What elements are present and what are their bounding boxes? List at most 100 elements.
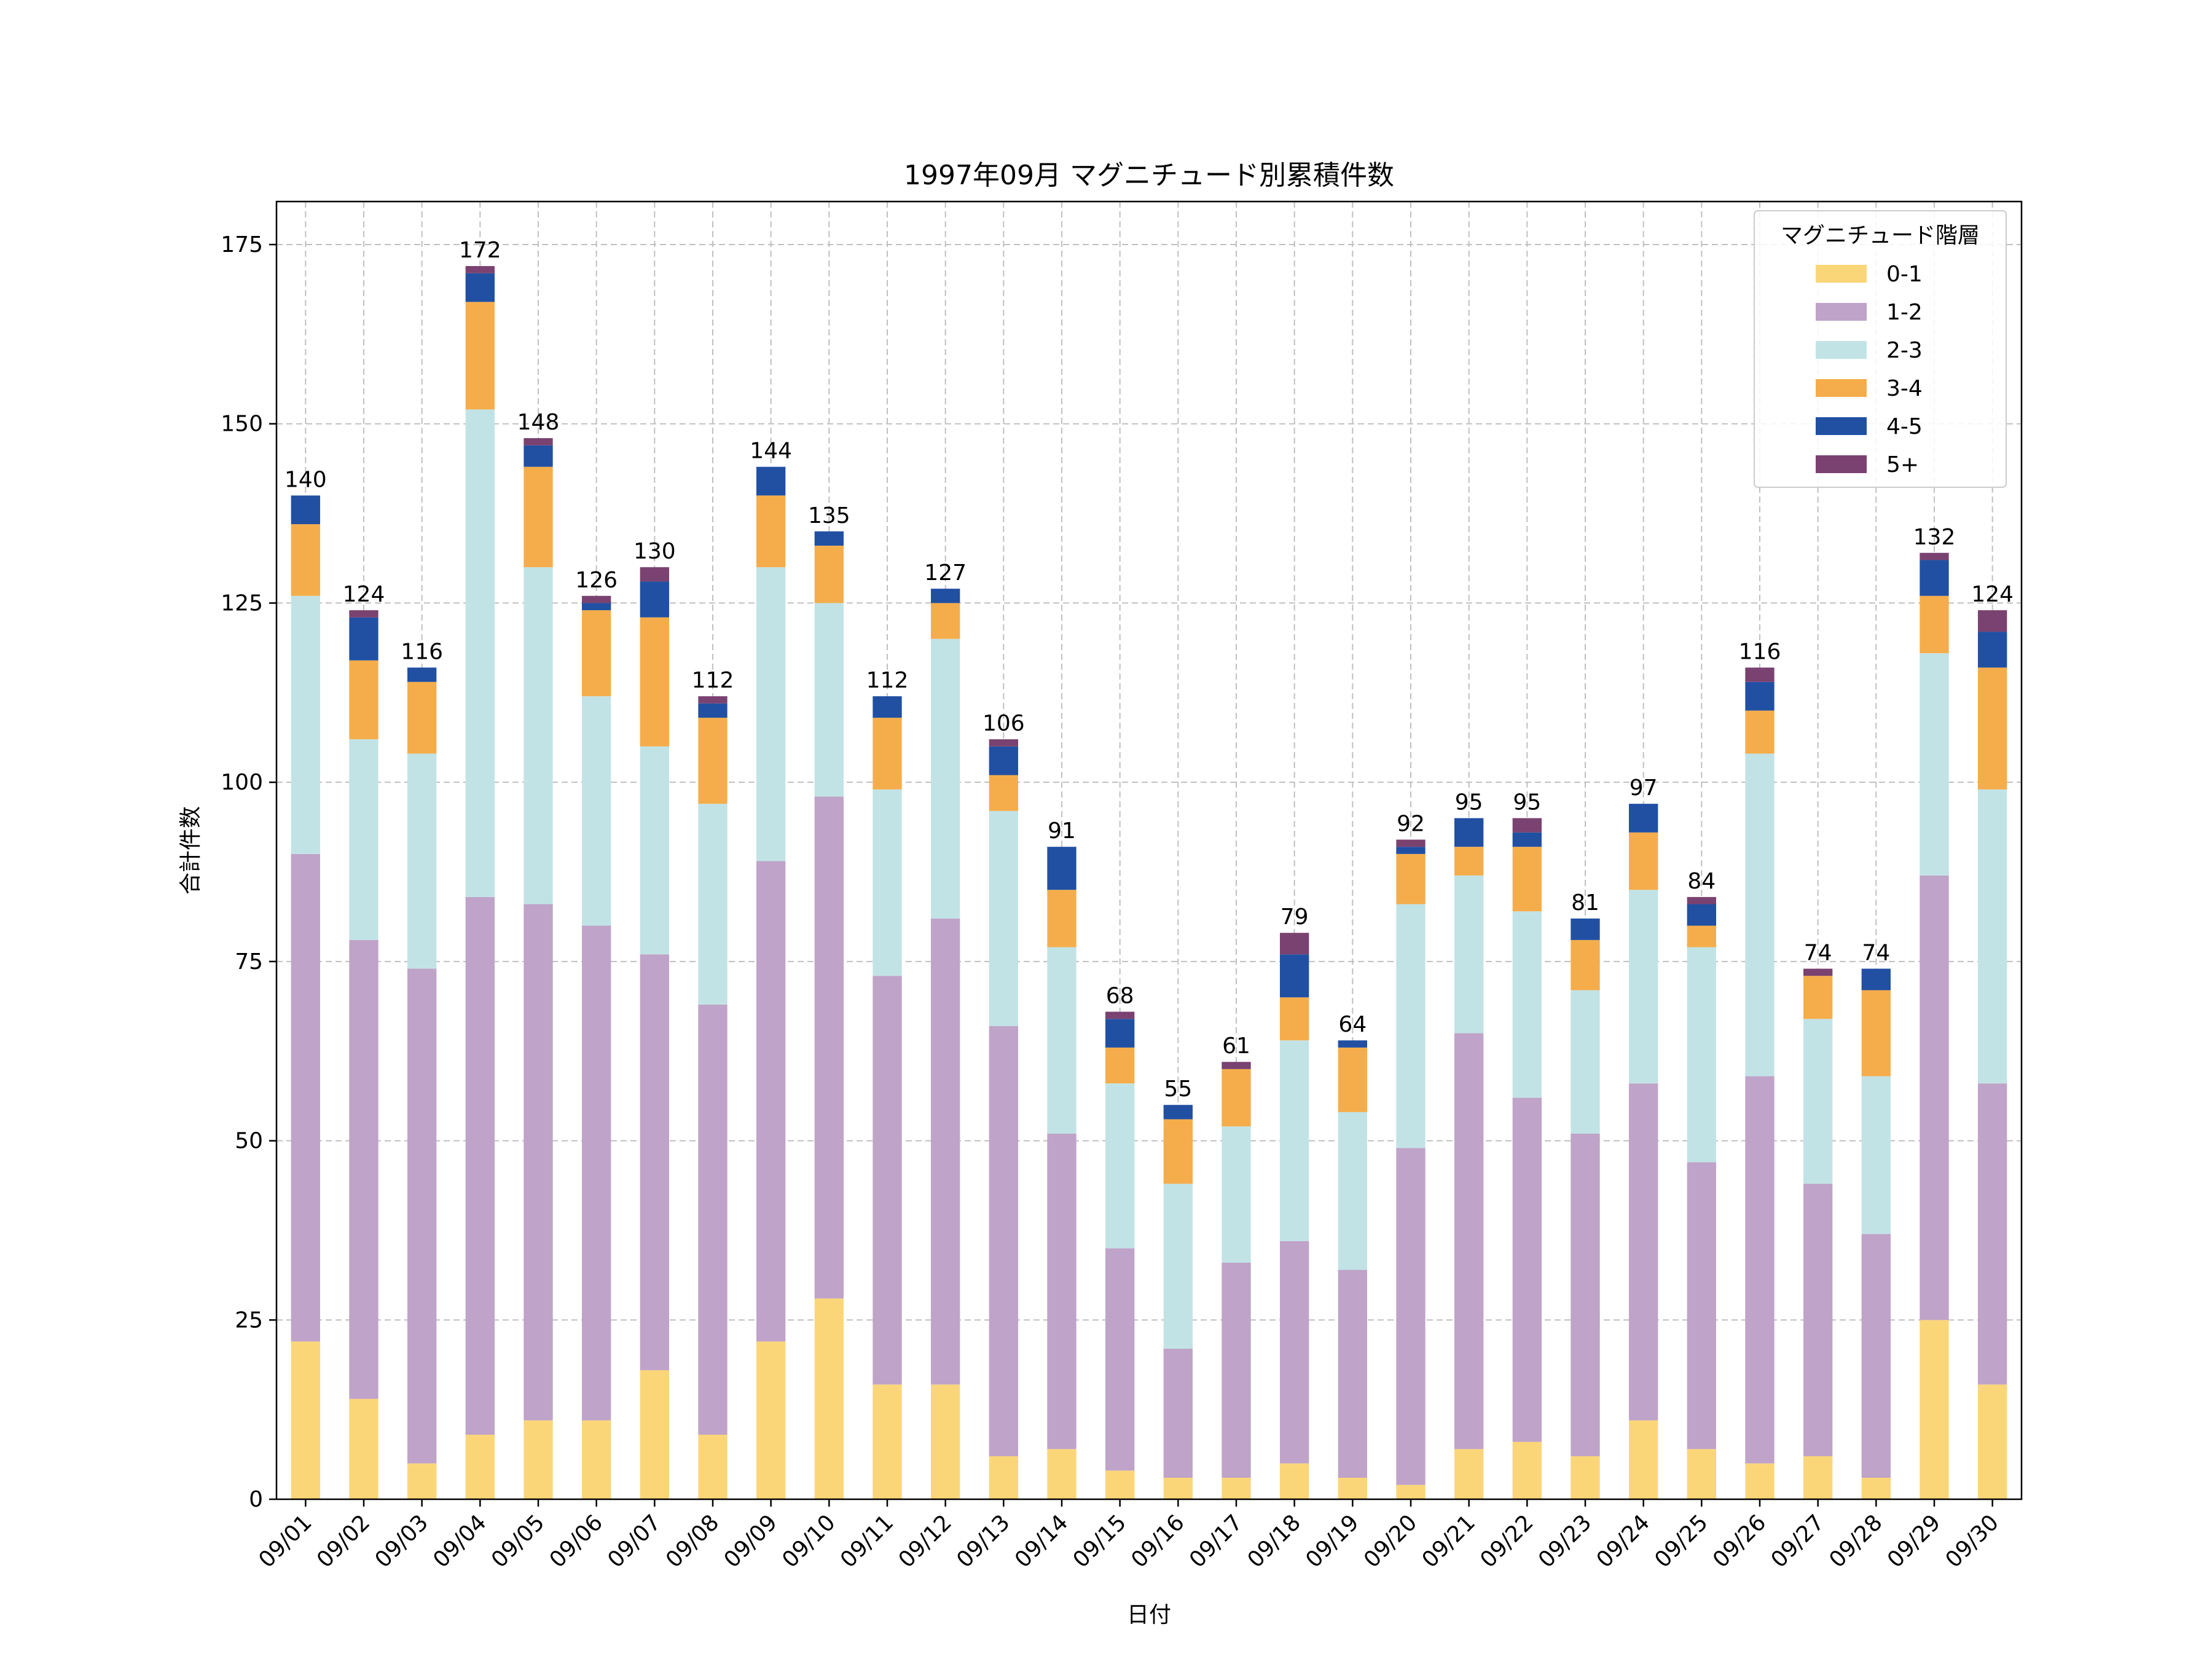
bar-segment-4-5 xyxy=(1454,818,1484,847)
total-label: 61 xyxy=(1222,1033,1250,1059)
y-tick-label: 50 xyxy=(235,1129,263,1154)
bar-segment-2-3 xyxy=(1222,1126,1251,1263)
legend-title: マグニチュード階層 xyxy=(1781,223,1980,248)
bar-segment-0-1 xyxy=(1978,1384,2007,1499)
bar-segment-2-3 xyxy=(1047,947,1077,1134)
bar-segment-1-2 xyxy=(349,939,378,1399)
bar-segment-4-5 xyxy=(1687,904,1716,926)
bar-segment-3-4 xyxy=(1163,1119,1193,1184)
bar-segment-1-2 xyxy=(931,918,960,1385)
total-label: 126 xyxy=(575,568,618,593)
bar-segment-0-1 xyxy=(1629,1420,1658,1499)
bar-segment-0-1 xyxy=(640,1370,669,1499)
bar-segment-3-4 xyxy=(407,681,437,754)
bar-segment-0-1 xyxy=(1571,1456,1600,1499)
bar-segment-3-4 xyxy=(1222,1069,1251,1127)
legend-swatch-3-4 xyxy=(1816,379,1867,397)
bar-segment-5+ xyxy=(1920,552,1949,560)
bar-segment-2-3 xyxy=(640,746,669,955)
bar-segment-1-2 xyxy=(698,1004,728,1435)
x-tick-label: 09/19 xyxy=(1301,1510,1363,1572)
bar-segment-4-5 xyxy=(989,746,1018,775)
total-label: 116 xyxy=(401,639,443,664)
total-label: 91 xyxy=(1048,818,1076,844)
bar-segment-1-2 xyxy=(1163,1348,1193,1478)
bar-segment-1-2 xyxy=(1338,1269,1367,1478)
total-label: 132 xyxy=(1913,525,1956,550)
x-axis-ticks: 09/0109/0209/0309/0409/0509/0609/0709/08… xyxy=(254,1499,2004,1573)
bar-segment-2-3 xyxy=(1571,990,1600,1134)
bar-segment-2-3 xyxy=(582,696,611,926)
total-label: 95 xyxy=(1455,790,1483,815)
bar-segment-2-3 xyxy=(698,804,728,1005)
bar-segment-2-3 xyxy=(1163,1183,1193,1349)
bar-segment-2-3 xyxy=(291,595,320,854)
x-tick-label: 09/12 xyxy=(894,1510,957,1572)
bar-segment-2-3 xyxy=(1280,1040,1309,1241)
y-axis-ticks: 0 25 50 75 100 125 150 175 xyxy=(221,232,276,1512)
bar-segment-0-1 xyxy=(582,1420,611,1499)
y-tick-label: 125 xyxy=(221,590,263,616)
y-tick-label: 100 xyxy=(221,770,263,795)
total-label: 112 xyxy=(692,668,734,693)
bar-segment-1-2 xyxy=(1978,1083,2007,1385)
bar-segment-1-2 xyxy=(582,925,611,1421)
total-label: 140 xyxy=(284,467,327,492)
total-label: 112 xyxy=(866,668,909,693)
x-tick-label: 09/27 xyxy=(1767,1510,1829,1572)
x-tick-label: 09/14 xyxy=(1010,1510,1073,1572)
bar-segment-3-4 xyxy=(1978,667,2007,790)
bar-segment-0-1 xyxy=(698,1434,728,1499)
y-axis-label: 合計件数 xyxy=(178,806,203,895)
bar-segment-4-5 xyxy=(756,466,786,496)
bar-segment-0-1 xyxy=(931,1384,960,1499)
x-tick-label: 09/11 xyxy=(836,1510,898,1572)
x-tick-label: 09/28 xyxy=(1824,1510,1887,1572)
legend-box xyxy=(1754,210,2007,488)
bar-segment-4-5 xyxy=(524,445,553,467)
bar-segment-4-5 xyxy=(291,495,320,525)
bar-segment-2-3 xyxy=(1687,947,1716,1163)
bar-segment-5+ xyxy=(1745,667,1775,682)
bar-segment-4-5 xyxy=(1338,1040,1367,1048)
bar-segment-4-5 xyxy=(1105,1019,1135,1048)
x-tick-label: 09/08 xyxy=(661,1510,724,1572)
plot-frame xyxy=(275,200,2023,1500)
bar-segment-3-4 xyxy=(349,660,378,740)
bar-segment-4-5 xyxy=(1163,1105,1193,1120)
total-label: 97 xyxy=(1630,775,1658,801)
legend-swatch-0-1 xyxy=(1816,265,1867,283)
bar-segment-3-4 xyxy=(814,546,844,603)
bar-segment-1-2 xyxy=(1745,1076,1775,1464)
bar-segment-1-2 xyxy=(989,1026,1018,1456)
bar-segment-4-5 xyxy=(349,617,378,661)
bar-segment-4-5 xyxy=(814,531,844,546)
bar-segment-4-5 xyxy=(1629,804,1658,833)
bar-segment-5+ xyxy=(465,266,495,273)
total-label: 74 xyxy=(1862,941,1890,966)
total-label: 74 xyxy=(1804,941,1832,966)
bar-segment-4-5 xyxy=(1396,847,1426,854)
bar-segment-2-3 xyxy=(1978,789,2007,1084)
bar-segment-1-2 xyxy=(1280,1241,1309,1464)
total-label: 106 xyxy=(982,711,1025,736)
bar-segment-1-2 xyxy=(640,954,669,1370)
bar-segment-3-4 xyxy=(1920,595,1949,654)
bar-segment-1-2 xyxy=(1803,1183,1833,1456)
total-label: 130 xyxy=(633,539,676,564)
bar-segment-4-5 xyxy=(1861,968,1891,990)
bar-segment-1-2 xyxy=(1222,1262,1251,1478)
bar-segment-3-4 xyxy=(698,718,728,804)
legend-label: 3-4 xyxy=(1886,376,1923,401)
bar-segment-3-4 xyxy=(1861,990,1891,1077)
bar-segment-4-5 xyxy=(582,603,611,611)
legend-swatch-1-2 xyxy=(1816,303,1867,321)
legend: マグニチュード階層 0-1 1-2 2-3 3-4 4-5 5+ xyxy=(1754,210,2007,488)
bar-segment-3-4 xyxy=(1745,710,1775,754)
bar-segment-2-3 xyxy=(756,567,786,861)
bar-segment-0-1 xyxy=(989,1456,1018,1499)
bar-segment-5+ xyxy=(1222,1062,1251,1069)
bar-segment-1-2 xyxy=(1047,1133,1077,1449)
bar-segment-5+ xyxy=(1687,896,1716,904)
bar-segment-1-2 xyxy=(756,861,786,1342)
